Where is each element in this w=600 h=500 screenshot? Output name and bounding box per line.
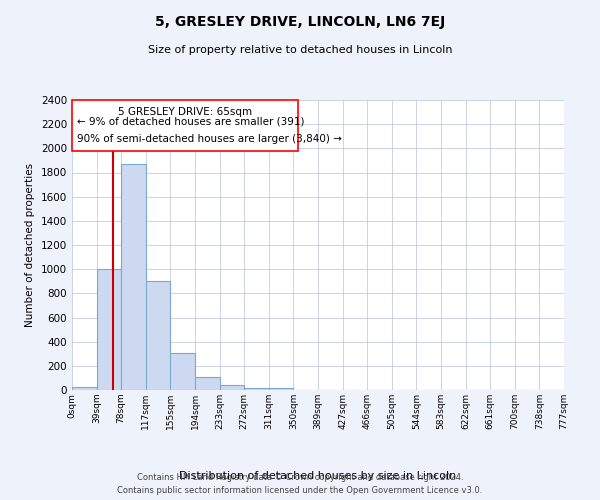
X-axis label: Distribution of detached houses by size in Lincoln: Distribution of detached houses by size … (179, 471, 457, 481)
Bar (170, 352, 195, 390)
Bar (220, 384, 244, 390)
Bar (97, 269, 121, 390)
Bar (269, 388, 293, 390)
Text: 5 GRESLEY DRIVE: 65sqm: 5 GRESLEY DRIVE: 65sqm (118, 108, 252, 118)
Bar (195, 376, 220, 390)
Text: Contains HM Land Registry data © Crown copyright and database right 2024.: Contains HM Land Registry data © Crown c… (137, 474, 463, 482)
Bar (121, 164, 146, 390)
Bar (146, 281, 170, 390)
Text: Size of property relative to detached houses in Lincoln: Size of property relative to detached ho… (148, 45, 452, 55)
Text: ← 9% of detached houses are smaller (391): ← 9% of detached houses are smaller (391… (77, 116, 304, 126)
Text: Contains public sector information licensed under the Open Government Licence v3: Contains public sector information licen… (118, 486, 482, 495)
Bar (72, 387, 97, 390)
Bar (244, 388, 269, 390)
Text: 5, GRESLEY DRIVE, LINCOLN, LN6 7EJ: 5, GRESLEY DRIVE, LINCOLN, LN6 7EJ (155, 15, 445, 29)
FancyBboxPatch shape (72, 100, 298, 151)
Text: 90% of semi-detached houses are larger (3,840) →: 90% of semi-detached houses are larger (… (77, 134, 342, 143)
Y-axis label: Number of detached properties: Number of detached properties (25, 163, 35, 327)
